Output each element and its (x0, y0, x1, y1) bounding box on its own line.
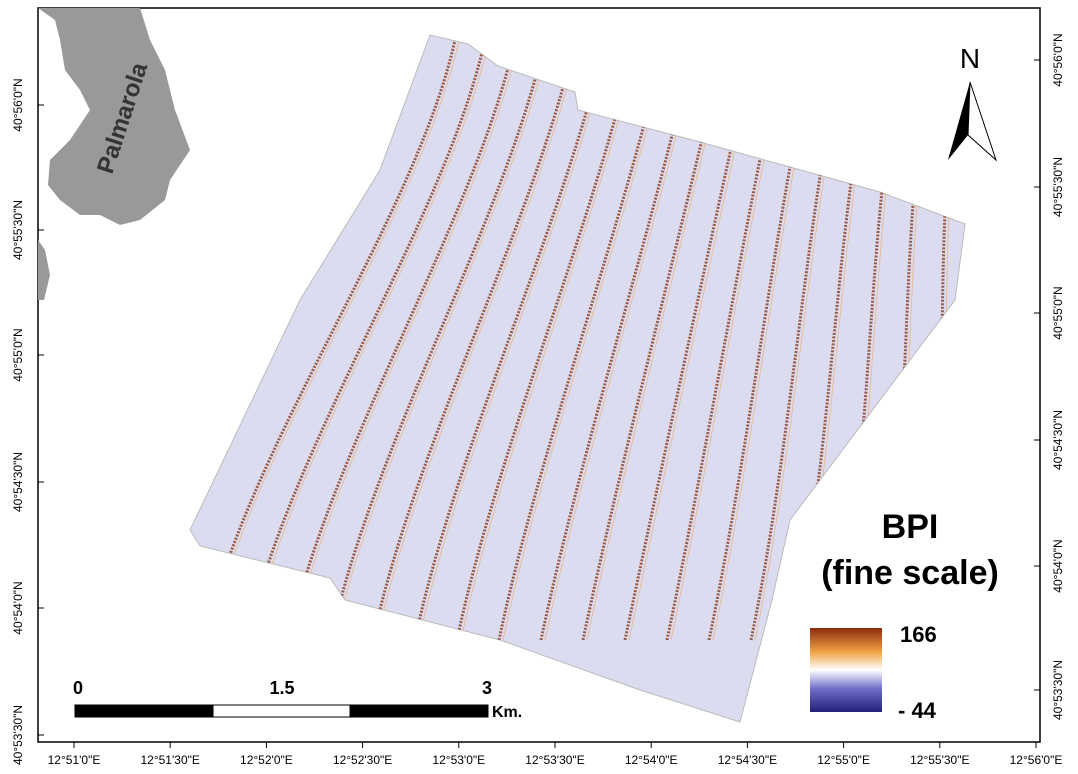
lon-label: 12°52'30"E (333, 753, 392, 767)
lon-label: 12°55'0"E (817, 753, 870, 767)
legend-min: - 44 (898, 698, 937, 723)
north-label: N (960, 43, 980, 74)
lat-label: 40°54'30"N (1051, 410, 1065, 470)
lon-label: 12°53'30"E (525, 753, 584, 767)
scale-label: 3 (482, 678, 492, 698)
lon-label: 12°53'0"E (432, 753, 485, 767)
lon-label: 12°54'30"E (718, 753, 777, 767)
lat-label: 40°55'0"N (1051, 286, 1065, 339)
lat-label: 40°55'30"N (1051, 157, 1065, 217)
lat-label: 40°55'30"N (11, 200, 25, 260)
scale-segment (213, 705, 350, 717)
legend-max: 166 (900, 622, 937, 647)
lat-label: 40°55'0"N (11, 328, 25, 381)
legend-title: (fine scale) (821, 554, 999, 592)
lon-label: 12°51'0"E (48, 753, 101, 767)
lon-label: 12°56'0"E (1010, 753, 1063, 767)
lat-label: 40°56'0"N (1051, 33, 1065, 86)
lat-label: 40°54'30"N (11, 452, 25, 512)
scale-segment (75, 705, 213, 717)
lat-label: 40°54'0"N (11, 581, 25, 634)
legend-ramp (810, 628, 882, 712)
lat-label: 40°56'0"N (11, 78, 25, 131)
lon-label: 12°55'30"E (910, 753, 969, 767)
scale-segment (350, 705, 488, 717)
lon-label: 12°52'0"E (240, 753, 293, 767)
scale-label: 0 (73, 678, 83, 698)
lat-label: 40°54'0"N (1051, 539, 1065, 592)
lat-label: 40°53'30"N (11, 705, 25, 765)
map: Palmarola N BPI (fine scale) 166 - 44 0 … (0, 0, 1078, 774)
lat-label: 40°53'30"N (1051, 660, 1065, 720)
lon-label: 12°54'0"E (625, 753, 678, 767)
scale-label: 1.5 (269, 678, 294, 698)
legend-title: BPI (882, 508, 939, 546)
lon-label: 12°51'30"E (140, 753, 199, 767)
scale-unit: Km. (492, 704, 522, 721)
